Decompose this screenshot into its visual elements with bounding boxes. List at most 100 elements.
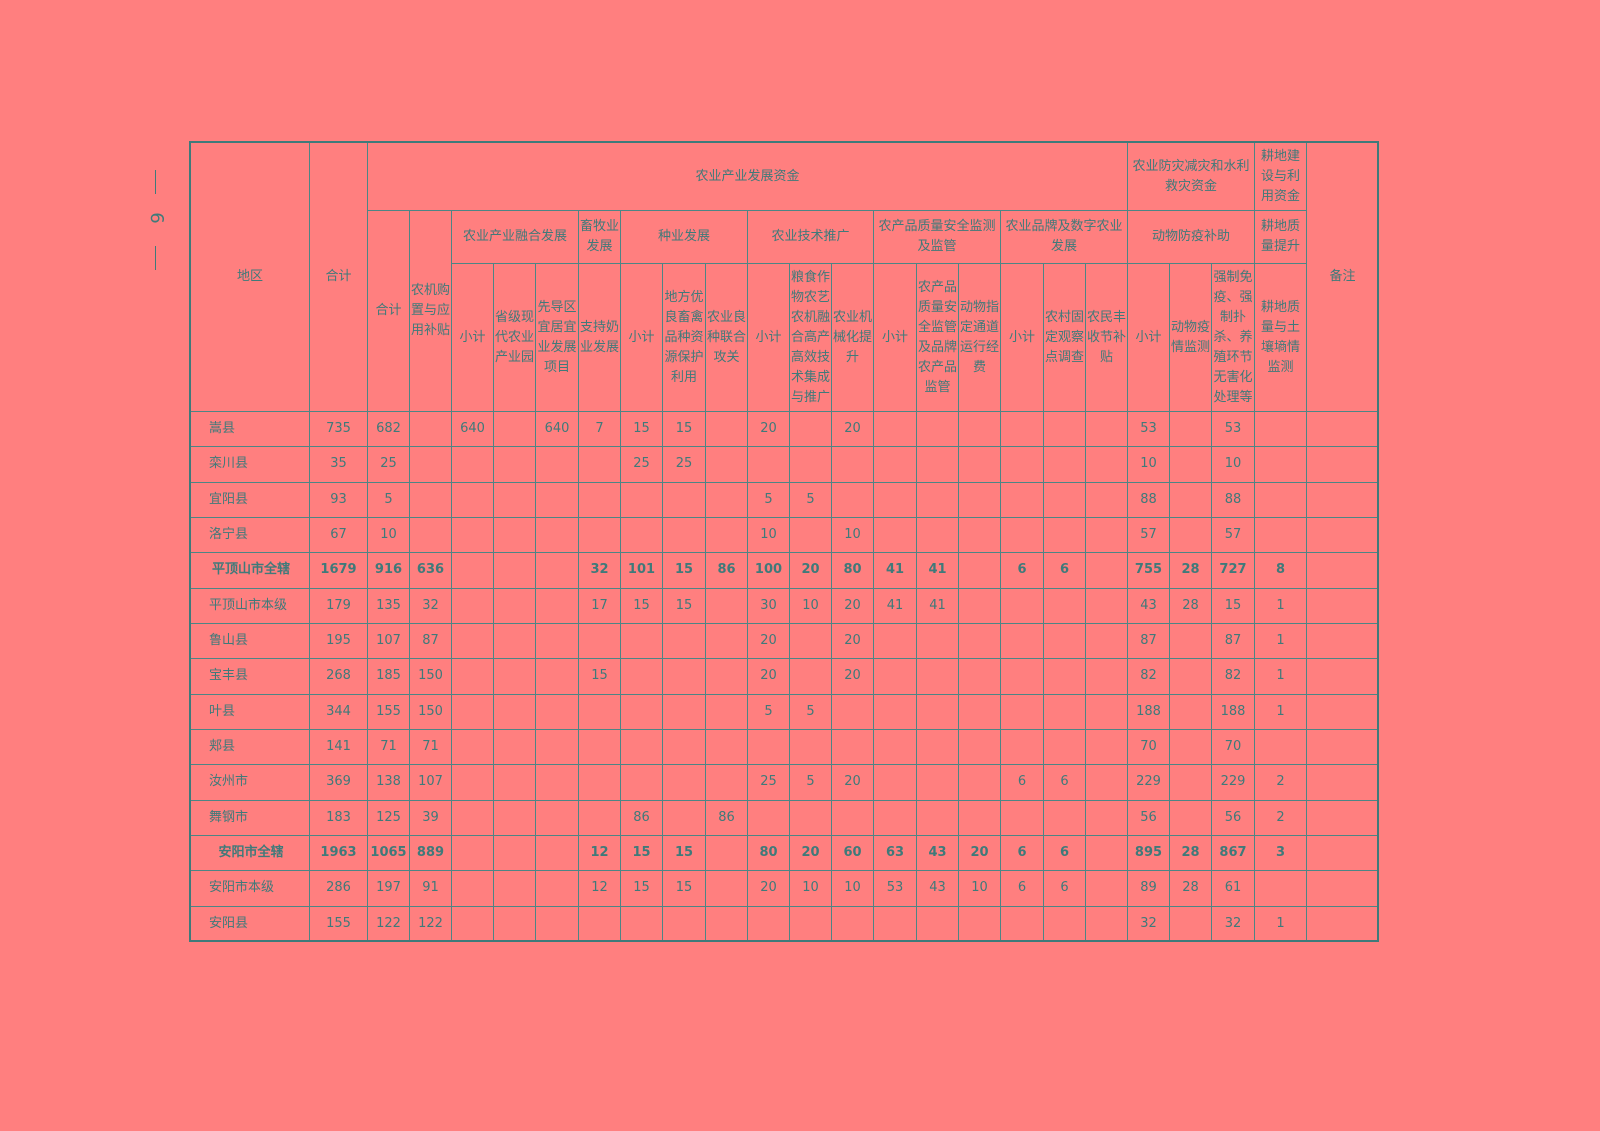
value-cell — [451, 799, 494, 836]
value-cell — [705, 658, 748, 695]
value-cell: 1 — [1254, 905, 1307, 942]
value-cell: 6 — [1043, 835, 1086, 872]
value-cell — [789, 799, 832, 836]
header-cell: 支持奶业发展 — [578, 263, 621, 412]
value-cell — [1085, 799, 1128, 836]
page-number: 6 — [146, 212, 167, 224]
value-cell — [578, 693, 621, 730]
value-cell: 25 — [620, 446, 663, 483]
value-cell — [620, 905, 663, 942]
remark-cell — [1306, 587, 1379, 624]
value-cell — [958, 587, 1001, 624]
value-cell: 80 — [831, 552, 874, 589]
value-cell — [451, 764, 494, 801]
value-cell — [535, 764, 579, 801]
value-cell — [451, 587, 494, 624]
value-cell: 6 — [1043, 764, 1086, 801]
value-cell: 25 — [367, 446, 410, 483]
value-cell: 344 — [309, 693, 368, 730]
value-cell: 82 — [1127, 658, 1170, 695]
value-cell: 53 — [873, 870, 917, 907]
value-cell — [451, 905, 494, 942]
value-cell: 53 — [1127, 411, 1170, 448]
value-cell — [535, 446, 579, 483]
value-cell: 15 — [620, 411, 663, 448]
header-cell: 农产品质量安全监测及监管 — [873, 210, 1001, 264]
value-cell: 5 — [367, 481, 410, 518]
value-cell: 5 — [747, 693, 790, 730]
page-dash — [155, 246, 156, 270]
value-cell — [1169, 481, 1212, 518]
value-cell — [1254, 870, 1307, 907]
region-cell: 安阳县 — [190, 905, 310, 942]
value-cell: 43 — [916, 870, 959, 907]
value-cell: 53 — [1211, 411, 1255, 448]
value-cell — [493, 870, 536, 907]
value-cell: 6 — [1043, 552, 1086, 589]
value-cell — [705, 693, 748, 730]
value-cell — [1000, 799, 1044, 836]
value-cell: 87 — [409, 623, 452, 660]
value-cell: 20 — [831, 587, 874, 624]
header-cell: 小计 — [451, 263, 494, 412]
value-cell — [1169, 799, 1212, 836]
value-cell — [1169, 623, 1212, 660]
value-cell — [662, 658, 706, 695]
header-cell: 动物防疫补助 — [1127, 210, 1255, 264]
value-cell — [705, 587, 748, 624]
value-cell: 286 — [309, 870, 368, 907]
value-cell — [409, 517, 452, 554]
value-cell: 71 — [409, 729, 452, 766]
header-cell: 农民丰收节补贴 — [1085, 263, 1128, 412]
value-cell: 15 — [620, 587, 663, 624]
value-cell: 60 — [831, 835, 874, 872]
value-cell: 155 — [367, 693, 410, 730]
region-cell: 安阳市全辖 — [190, 835, 310, 872]
header-cell: 小计 — [747, 263, 790, 412]
value-cell: 43 — [916, 835, 959, 872]
value-cell — [1000, 517, 1044, 554]
value-cell — [789, 658, 832, 695]
value-cell: 5 — [789, 693, 832, 730]
value-cell: 20 — [831, 623, 874, 660]
value-cell: 155 — [309, 905, 368, 942]
value-cell — [1085, 870, 1128, 907]
value-cell: 916 — [367, 552, 410, 589]
value-cell: 32 — [409, 587, 452, 624]
value-cell: 15 — [662, 870, 706, 907]
region-cell: 汝州市 — [190, 764, 310, 801]
value-cell — [1085, 411, 1128, 448]
value-cell: 369 — [309, 764, 368, 801]
value-cell: 1065 — [367, 835, 410, 872]
value-cell — [916, 517, 959, 554]
value-cell: 141 — [309, 729, 368, 766]
value-cell — [1169, 517, 1212, 554]
header-cell: 农业产业发展资金 — [367, 142, 1128, 211]
value-cell: 10 — [831, 870, 874, 907]
region-cell: 宜阳县 — [190, 481, 310, 518]
value-cell — [705, 623, 748, 660]
value-cell — [409, 481, 452, 518]
value-cell: 12 — [578, 835, 621, 872]
value-cell — [535, 870, 579, 907]
value-cell: 57 — [1211, 517, 1255, 554]
header-cell: 地区 — [190, 142, 310, 412]
value-cell — [535, 587, 579, 624]
value-cell — [535, 835, 579, 872]
region-cell: 嵩县 — [190, 411, 310, 448]
value-cell — [916, 481, 959, 518]
value-cell: 197 — [367, 870, 410, 907]
value-cell — [831, 799, 874, 836]
value-cell: 135 — [367, 587, 410, 624]
value-cell — [535, 905, 579, 942]
value-cell — [958, 446, 1001, 483]
value-cell — [831, 446, 874, 483]
header-cell: 畜牧业发展 — [578, 210, 621, 264]
value-cell: 138 — [367, 764, 410, 801]
value-cell: 17 — [578, 587, 621, 624]
remark-cell — [1306, 658, 1379, 695]
value-cell — [535, 517, 579, 554]
value-cell — [789, 411, 832, 448]
value-cell: 122 — [367, 905, 410, 942]
value-cell — [873, 693, 917, 730]
